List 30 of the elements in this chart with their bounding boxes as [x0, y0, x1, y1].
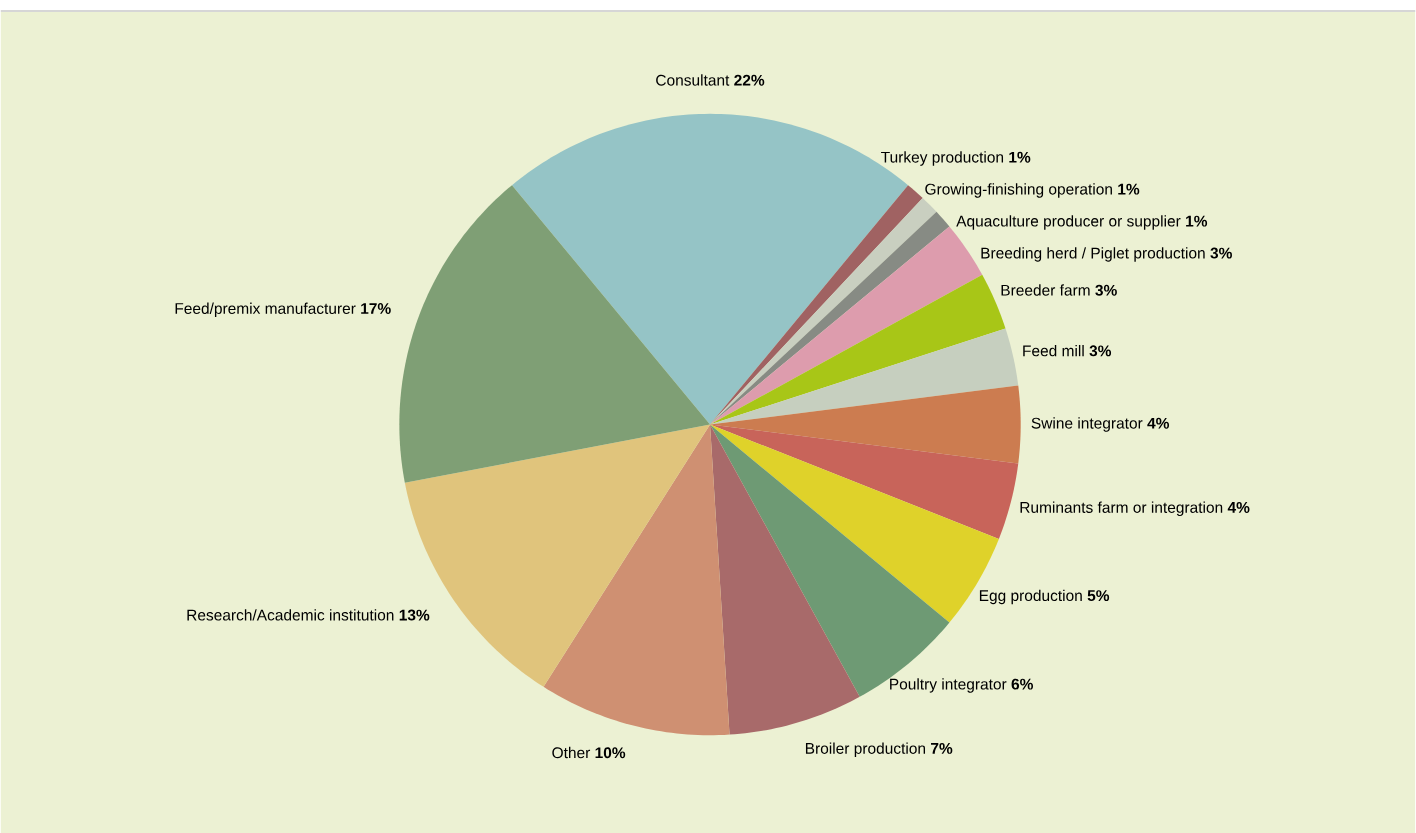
data-label: 5% — [1087, 590, 1110, 602]
slice-label: Feed mill — [1023, 344, 1084, 357]
data-label: 1% — [1009, 151, 1031, 163]
slice-label: Egg production — [979, 589, 1082, 605]
slice-label: Growing-finishing operation — [925, 183, 1112, 198]
slice-label: Turkey production — [881, 151, 1004, 166]
data-label: 7% — [931, 742, 953, 754]
data-label: 6% — [1011, 678, 1034, 690]
data-label: 4% — [1147, 417, 1170, 429]
slice-label: Research/Academic institution — [187, 609, 394, 621]
slice-label: Broiler production — [805, 742, 926, 757]
data-label: 4% — [1227, 501, 1250, 513]
data-label: 1% — [1186, 215, 1208, 227]
data-label: 3% — [1210, 247, 1232, 259]
slice-label: Feed/premix manufacturer — [175, 302, 356, 317]
data-label: 22% — [734, 74, 765, 86]
data-label: 3% — [1095, 284, 1117, 296]
slice-label: Consultant — [656, 74, 730, 86]
data-label: 17% — [361, 303, 391, 314]
data-label: 1% — [1118, 183, 1140, 195]
slice-label: Swine integrator — [1031, 417, 1143, 432]
data-label: 10% — [595, 747, 626, 759]
slice-label: Ruminants farm or integration — [1020, 501, 1223, 516]
slice-label: Breeder farm — [1001, 284, 1090, 296]
data-label: 13% — [399, 609, 430, 621]
slice-label: Other — [552, 746, 591, 759]
slice-label: Aquaculture producer or supplier — [956, 215, 1181, 230]
slice-label: Poultry integrator — [890, 678, 1007, 693]
slice-label: Breeding herd / Piglet production — [981, 247, 1205, 262]
data-label: 3% — [1089, 345, 1112, 357]
